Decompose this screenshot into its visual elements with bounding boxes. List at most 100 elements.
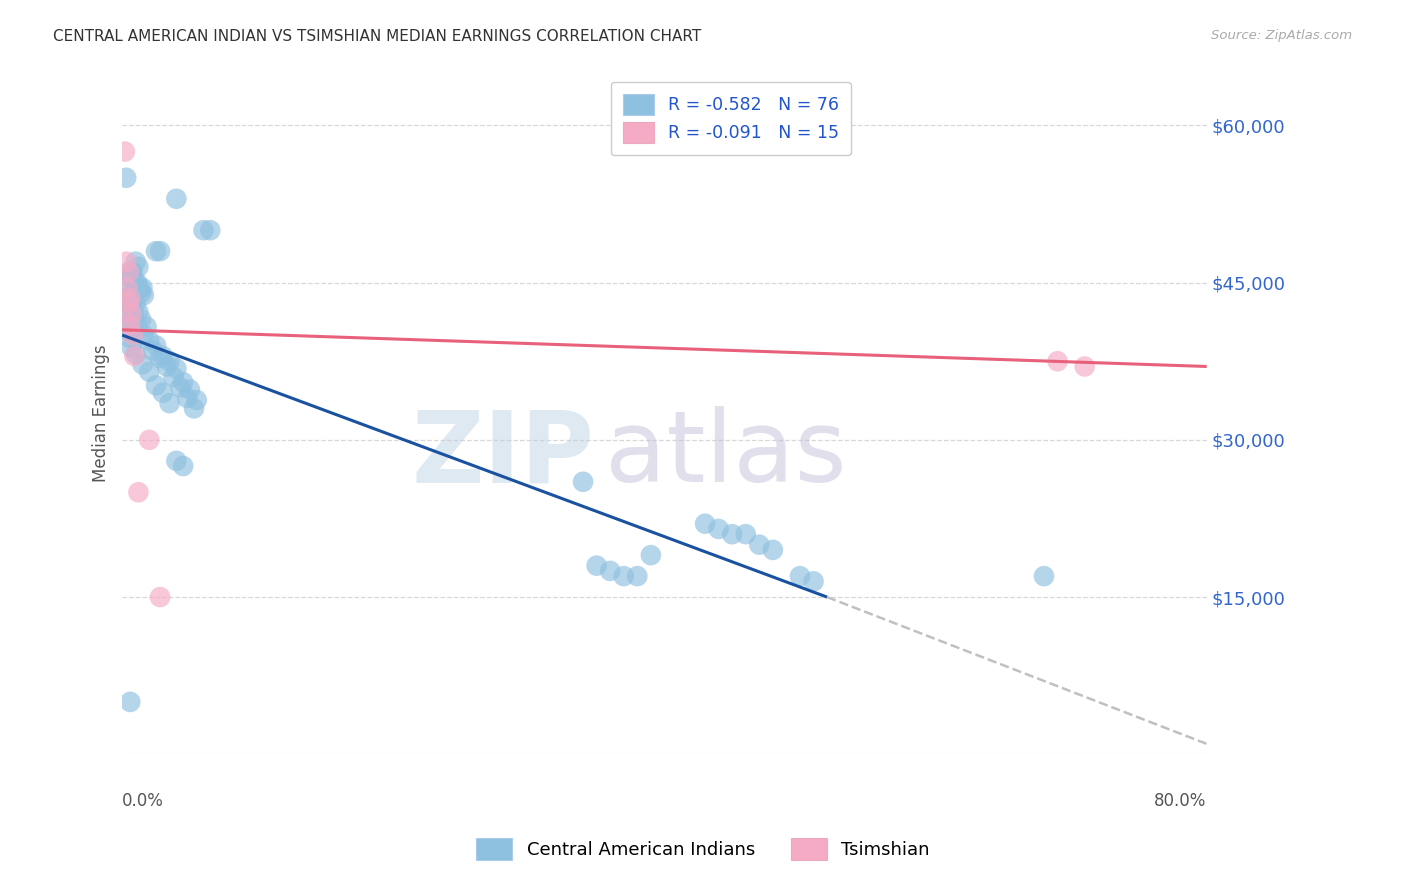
Point [200,223,222,237]
Point [145,244,167,259]
Point [118,265,141,279]
Point [138,365,160,379]
Point [127,260,149,274]
Point [122,328,145,343]
Point [138,333,160,347]
Point [128,281,150,295]
Point [132,288,155,302]
Point [572,475,595,489]
Point [127,485,149,500]
Point [122,326,145,340]
Point [159,396,181,410]
Point [125,296,148,310]
Point [1073,359,1095,374]
Point [125,318,148,332]
Point [115,323,138,337]
Point [117,277,139,292]
Text: atlas: atlas [605,406,846,503]
Point [693,516,716,531]
Point [179,383,201,397]
Point [159,354,181,368]
Point [183,401,205,416]
Point [118,265,141,279]
Point [626,569,648,583]
Point [585,558,607,573]
Point [129,286,152,301]
Point [169,380,191,394]
Point [152,349,174,363]
Point [122,301,145,316]
Point [120,695,142,709]
Point [1033,569,1056,583]
Point [118,299,141,313]
Point [124,309,146,323]
Point [145,378,167,392]
Point [613,569,636,583]
Point [118,296,141,310]
Point [156,359,179,374]
Y-axis label: Median Earnings: Median Earnings [93,345,110,483]
Point [125,347,148,361]
Point [125,276,148,290]
Point [721,527,744,541]
Point [149,244,172,259]
Point [163,370,186,384]
Text: ZIP: ZIP [411,406,593,503]
Point [115,291,138,305]
Point [165,454,187,468]
Point [124,273,146,287]
Legend: Central American Indians, Tsimshian: Central American Indians, Tsimshian [468,830,938,867]
Point [121,265,143,279]
Point [117,281,139,295]
Point [118,330,141,344]
Point [115,170,138,185]
Point [707,522,730,536]
Point [131,281,153,295]
Point [165,361,187,376]
Point [117,307,139,321]
Point [165,192,187,206]
Point [120,291,142,305]
Point [172,375,194,389]
Point [120,315,142,329]
Point [176,391,198,405]
Point [124,349,146,363]
Point [748,538,770,552]
Point [599,564,621,578]
Point [122,265,145,279]
Point [193,223,215,237]
Point [145,338,167,352]
Point [132,328,155,343]
Point [142,343,165,358]
Point [149,351,172,365]
Point [172,458,194,473]
Point [120,270,142,285]
Point [789,569,811,583]
Point [114,145,136,159]
Legend: R = -0.582   N = 76, R = -0.091   N = 15: R = -0.582 N = 76, R = -0.091 N = 15 [610,82,851,155]
Point [762,543,785,558]
Point [121,286,143,301]
Text: 80.0%: 80.0% [1154,792,1206,810]
Text: 0.0%: 0.0% [122,792,165,810]
Point [120,294,142,309]
Text: CENTRAL AMERICAN INDIAN VS TSIMSHIAN MEDIAN EARNINGS CORRELATION CHART: CENTRAL AMERICAN INDIAN VS TSIMSHIAN MED… [53,29,702,44]
Point [186,392,208,407]
Point [121,341,143,355]
Point [1046,354,1069,368]
Point [127,305,149,319]
Text: Source: ZipAtlas.com: Source: ZipAtlas.com [1212,29,1353,42]
Point [803,574,825,589]
Point [135,319,157,334]
Point [149,590,172,604]
Point [115,254,138,268]
Point [131,358,153,372]
Point [152,385,174,400]
Point [121,307,143,321]
Point [734,527,756,541]
Point [640,548,662,562]
Point [129,312,152,326]
Point [125,254,148,268]
Point [120,318,142,332]
Point [138,433,160,447]
